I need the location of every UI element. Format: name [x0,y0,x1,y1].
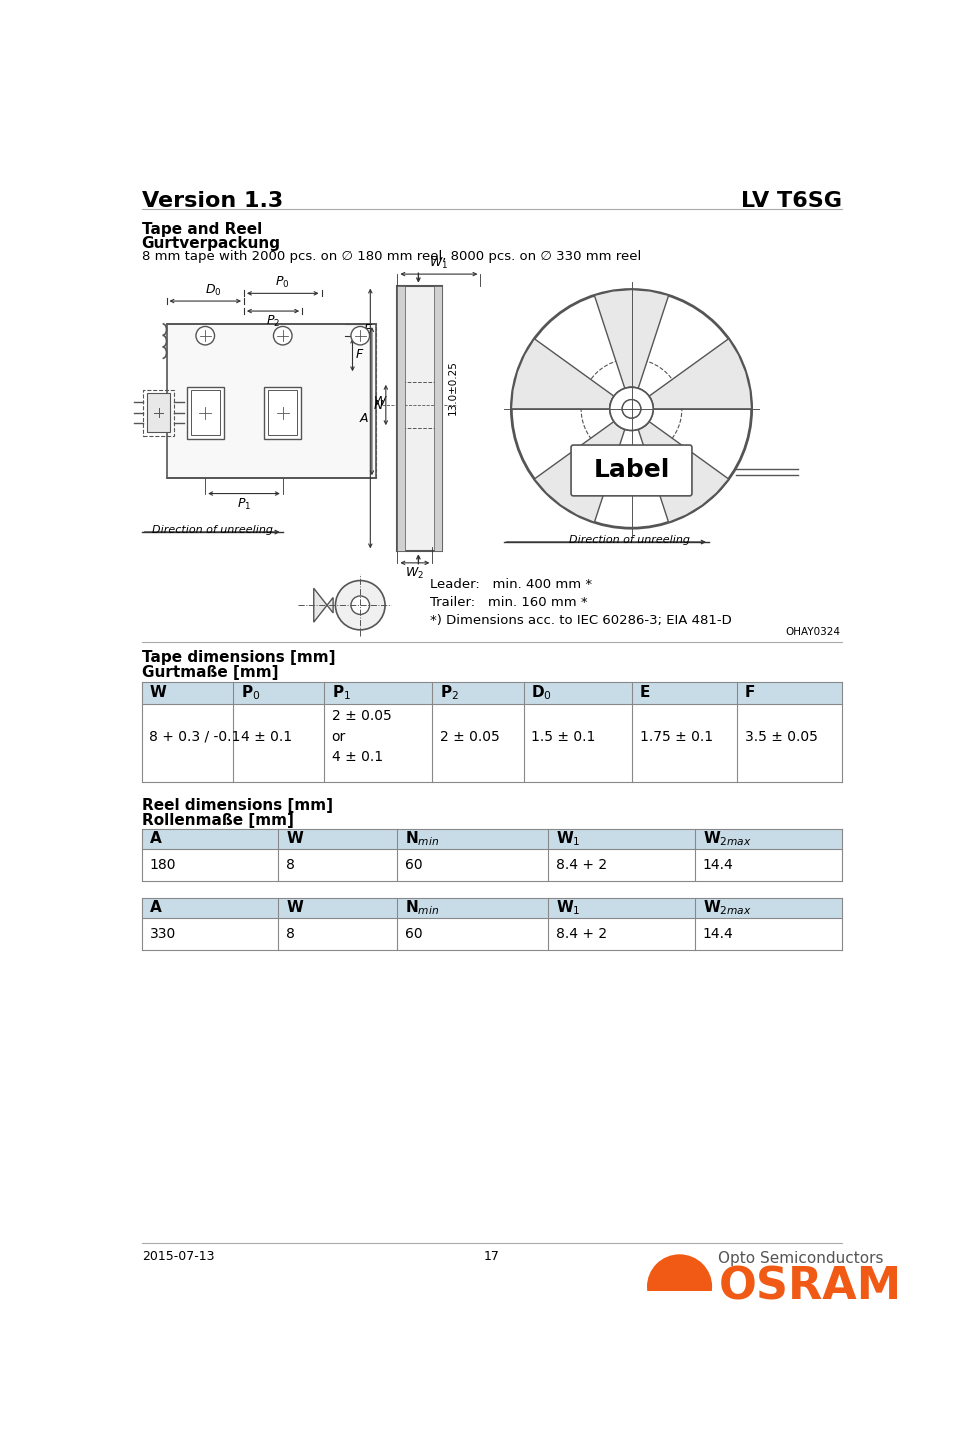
Bar [142,828,842,848]
Text: W$_{2max}$: W$_{2max}$ [703,899,752,918]
Text: W: W [374,394,387,407]
Text: P$_0$: P$_0$ [241,683,260,702]
Text: 8 mm tape with 2000 pcs. on ∅ 180 mm reel, 8000 pcs. on ∅ 330 mm reel: 8 mm tape with 2000 pcs. on ∅ 180 mm ree… [142,251,641,264]
Text: 13.0±0.25: 13.0±0.25 [447,360,458,415]
Text: $W_2$: $W_2$ [405,566,424,581]
Bar [166,325,375,478]
Circle shape [196,326,214,345]
Text: *) Dimensions acc. to IEC 60286-3; EIA 481-D: *) Dimensions acc. to IEC 60286-3; EIA 4… [430,613,732,626]
Text: LV T6SG: LV T6SG [741,191,842,210]
Text: 8: 8 [286,927,295,941]
Text: 2015-07-13: 2015-07-13 [142,1250,214,1263]
Circle shape [610,387,653,431]
Text: 8 + 0.3 / -0.1: 8 + 0.3 / -0.1 [150,729,241,744]
Circle shape [610,387,653,431]
Text: $P_2$: $P_2$ [266,315,280,329]
Text: W$_1$: W$_1$ [556,829,581,848]
Text: Gurtmaße [mm]: Gurtmaße [mm] [142,666,278,680]
Polygon shape [594,290,668,389]
Text: 14.4: 14.4 [703,927,733,941]
Text: 3.5 ± 0.05: 3.5 ± 0.05 [745,729,818,744]
Polygon shape [638,422,729,522]
FancyBboxPatch shape [571,445,692,496]
Bar [268,390,298,435]
Text: N: N [374,399,383,412]
Text: $D_0$: $D_0$ [204,283,222,297]
Text: W$_{2max}$: W$_{2max}$ [703,829,752,848]
Bar [397,286,405,551]
Circle shape [622,400,641,418]
Text: Tape dimensions [mm]: Tape dimensions [mm] [142,650,335,666]
Text: W: W [150,686,166,700]
Circle shape [512,290,752,528]
Circle shape [622,400,641,418]
Text: 14.4: 14.4 [703,858,733,871]
Text: W: W [286,831,303,845]
Text: 1.5 ± 0.1: 1.5 ± 0.1 [531,729,595,744]
Text: 4 ± 0.1: 4 ± 0.1 [241,729,292,744]
Text: $P_0$: $P_0$ [276,276,290,290]
Text: N$_{min}$: N$_{min}$ [405,829,440,848]
Bar [142,898,842,918]
Text: OHAY0324: OHAY0324 [785,626,841,637]
Polygon shape [649,339,752,409]
Text: 1.75 ± 0.1: 1.75 ± 0.1 [640,729,713,744]
Circle shape [351,596,370,615]
Bar [397,286,442,551]
Text: N$_{min}$: N$_{min}$ [405,899,440,918]
Text: A: A [150,900,161,915]
Text: 330: 330 [150,927,176,941]
Text: Rollenmaße [mm]: Rollenmaße [mm] [142,813,294,828]
Text: 180: 180 [150,858,176,871]
Bar [264,387,301,439]
Polygon shape [535,422,625,522]
Polygon shape [512,339,614,409]
Circle shape [351,326,370,345]
Text: A: A [359,412,368,425]
Text: D$_0$: D$_0$ [531,683,552,702]
Text: W$_1$: W$_1$ [556,899,581,918]
Circle shape [647,1254,712,1320]
Text: OSRAM: OSRAM [718,1266,901,1308]
Circle shape [274,326,292,345]
Text: Reel dimensions [mm]: Reel dimensions [mm] [142,798,333,812]
Text: 17: 17 [484,1250,500,1263]
Text: 8.4 + 2: 8.4 + 2 [556,927,607,941]
Text: $W_1$: $W_1$ [429,255,448,271]
Text: Tape and Reel: Tape and Reel [142,222,262,236]
Bar [142,682,842,703]
Text: A: A [150,831,161,845]
Bar [434,286,442,551]
Text: $P_1$: $P_1$ [237,497,252,512]
Text: Direction of unreeling: Direction of unreeling [153,525,274,535]
Text: P$_2$: P$_2$ [441,683,459,702]
Text: Gurtverpackung: Gurtverpackung [142,235,280,251]
Text: 2 ± 0.05
or
4 ± 0.1: 2 ± 0.05 or 4 ± 0.1 [331,709,392,764]
Text: 60: 60 [405,858,422,871]
Bar [186,387,224,439]
Text: Opto Semiconductors: Opto Semiconductors [718,1251,884,1266]
Text: F: F [355,348,363,361]
Bar [143,390,175,436]
Circle shape [335,580,385,629]
Text: E: E [640,686,650,700]
Text: 60: 60 [405,927,422,941]
Text: 8.4 + 2: 8.4 + 2 [556,858,607,871]
Text: Version 1.3: Version 1.3 [142,191,283,210]
Text: F: F [745,686,756,700]
Polygon shape [314,589,333,622]
Text: W: W [286,900,303,915]
Text: Leader:   min. 400 mm *: Leader: min. 400 mm * [430,579,592,592]
Text: Direction of unreeling: Direction of unreeling [569,535,690,545]
Text: Label: Label [593,458,670,483]
Text: 8: 8 [286,858,295,871]
Text: E: E [364,323,372,336]
Text: 2 ± 0.05: 2 ± 0.05 [441,729,500,744]
Text: P$_1$: P$_1$ [331,683,350,702]
Text: Trailer:   min. 160 mm *: Trailer: min. 160 mm * [430,596,588,609]
Bar [147,393,170,432]
Bar [190,390,220,435]
